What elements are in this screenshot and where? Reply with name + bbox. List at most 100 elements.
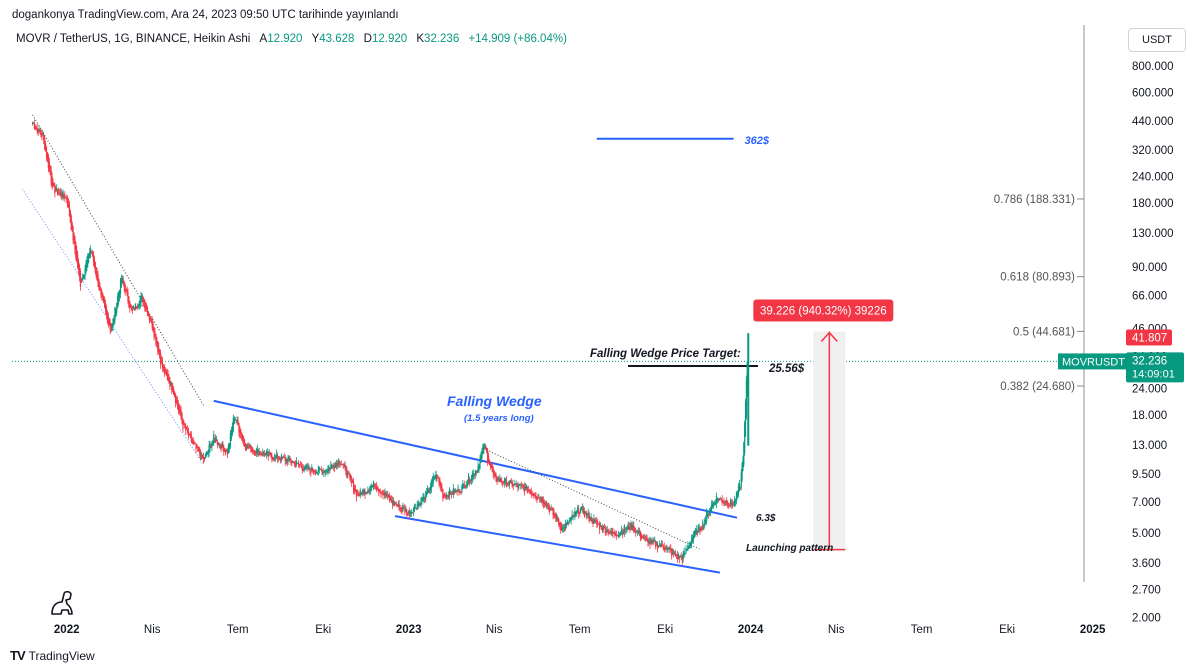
candle-body [462, 483, 464, 489]
candle-body [484, 444, 486, 448]
candle-body [32, 123, 35, 124]
candle-body [288, 456, 290, 460]
candle-body [142, 296, 144, 303]
candle-body [314, 471, 316, 473]
candle-body [655, 541, 657, 548]
candle-body [638, 530, 641, 533]
candle-body [470, 478, 472, 482]
candle-body [259, 452, 261, 455]
candle-body [319, 468, 321, 470]
candle-body [455, 489, 457, 491]
x-tick-label: Nis [828, 624, 845, 636]
candle-body [410, 512, 413, 513]
countdown: 14:09:01 [1132, 368, 1175, 380]
candle-body [536, 497, 538, 499]
candle-body [723, 501, 725, 503]
candle-body [539, 497, 541, 500]
candle-body [425, 491, 427, 499]
candle-body [301, 466, 303, 471]
candle-body [428, 489, 431, 492]
candle-body [135, 306, 137, 309]
candle-body [618, 532, 621, 536]
symbol-title[interactable]: MOVR / TetherUS, 1G, BINANCE, Heikin Ash… [16, 33, 251, 45]
candle-body [107, 316, 109, 323]
candle-body [461, 485, 463, 493]
candle-body [477, 465, 479, 473]
dino-icon[interactable] [51, 590, 73, 615]
candle-body [261, 454, 263, 456]
y-tick-label: 90.000 [1132, 262, 1167, 274]
candle-body [730, 499, 732, 506]
candle-body [489, 462, 492, 467]
candle-body [423, 495, 425, 499]
candle-body [520, 484, 522, 486]
candle-body [396, 504, 398, 507]
candle-body [218, 443, 220, 445]
ohlc-open-label: A [259, 33, 268, 45]
candle-body [666, 547, 668, 550]
candle-body [161, 360, 164, 369]
target-label: 362$ [745, 135, 770, 147]
candle-body [541, 497, 543, 501]
candle-body [404, 508, 406, 514]
candle-body [65, 197, 67, 198]
candle-body [186, 428, 188, 430]
candle-body [649, 541, 651, 545]
candle-body [293, 461, 295, 463]
candle-body [119, 278, 122, 294]
candle-body [273, 458, 275, 460]
candle-body [522, 485, 524, 487]
candle-body [672, 551, 675, 555]
candle-body [311, 466, 313, 471]
candle-body [492, 468, 494, 474]
candle-body [376, 487, 378, 491]
candle-body [36, 127, 38, 130]
candle-body [350, 475, 352, 480]
candle-body [513, 483, 515, 486]
candle-body [224, 449, 226, 451]
candle-body [381, 492, 383, 496]
candle-body [639, 531, 642, 538]
candle-body [307, 466, 309, 470]
candle-body [336, 464, 339, 467]
candle-body [387, 494, 389, 496]
candle-body [533, 494, 535, 496]
candle-body [254, 452, 257, 455]
candle-body [650, 539, 652, 544]
candle-body [153, 327, 155, 337]
candle-body [636, 530, 638, 532]
wedge-dotted-inner [483, 448, 700, 550]
candle-body [74, 236, 76, 250]
candle-body [33, 123, 35, 129]
candle-body [519, 484, 521, 486]
candle-body [252, 449, 254, 452]
candle-body [225, 450, 228, 452]
y-tick-label: 9.500 [1132, 469, 1161, 481]
candle-body [473, 474, 475, 476]
candle-body [47, 155, 49, 169]
candle-body [132, 306, 135, 309]
candle-body [507, 483, 510, 485]
currency-button[interactable]: USDT [1128, 28, 1186, 52]
candle-body [341, 463, 343, 465]
candle-body [321, 469, 323, 475]
candle-body [518, 484, 520, 487]
candle-body [184, 424, 186, 429]
candle-body [356, 493, 358, 495]
candle-body [576, 510, 578, 513]
candle-body [544, 503, 547, 506]
candle-body [441, 486, 443, 492]
brand-footer[interactable]: TV TradingView [10, 648, 95, 663]
candle-body [190, 435, 192, 443]
candle-body [555, 514, 557, 522]
candle-body [468, 479, 471, 483]
candle-body [657, 546, 660, 547]
candle-body [306, 465, 308, 468]
candle-body [669, 547, 671, 549]
candle-body [57, 191, 60, 194]
candle-body [542, 500, 545, 505]
candle-body [663, 546, 665, 550]
candle-body [608, 532, 610, 534]
candle-body [150, 318, 152, 320]
